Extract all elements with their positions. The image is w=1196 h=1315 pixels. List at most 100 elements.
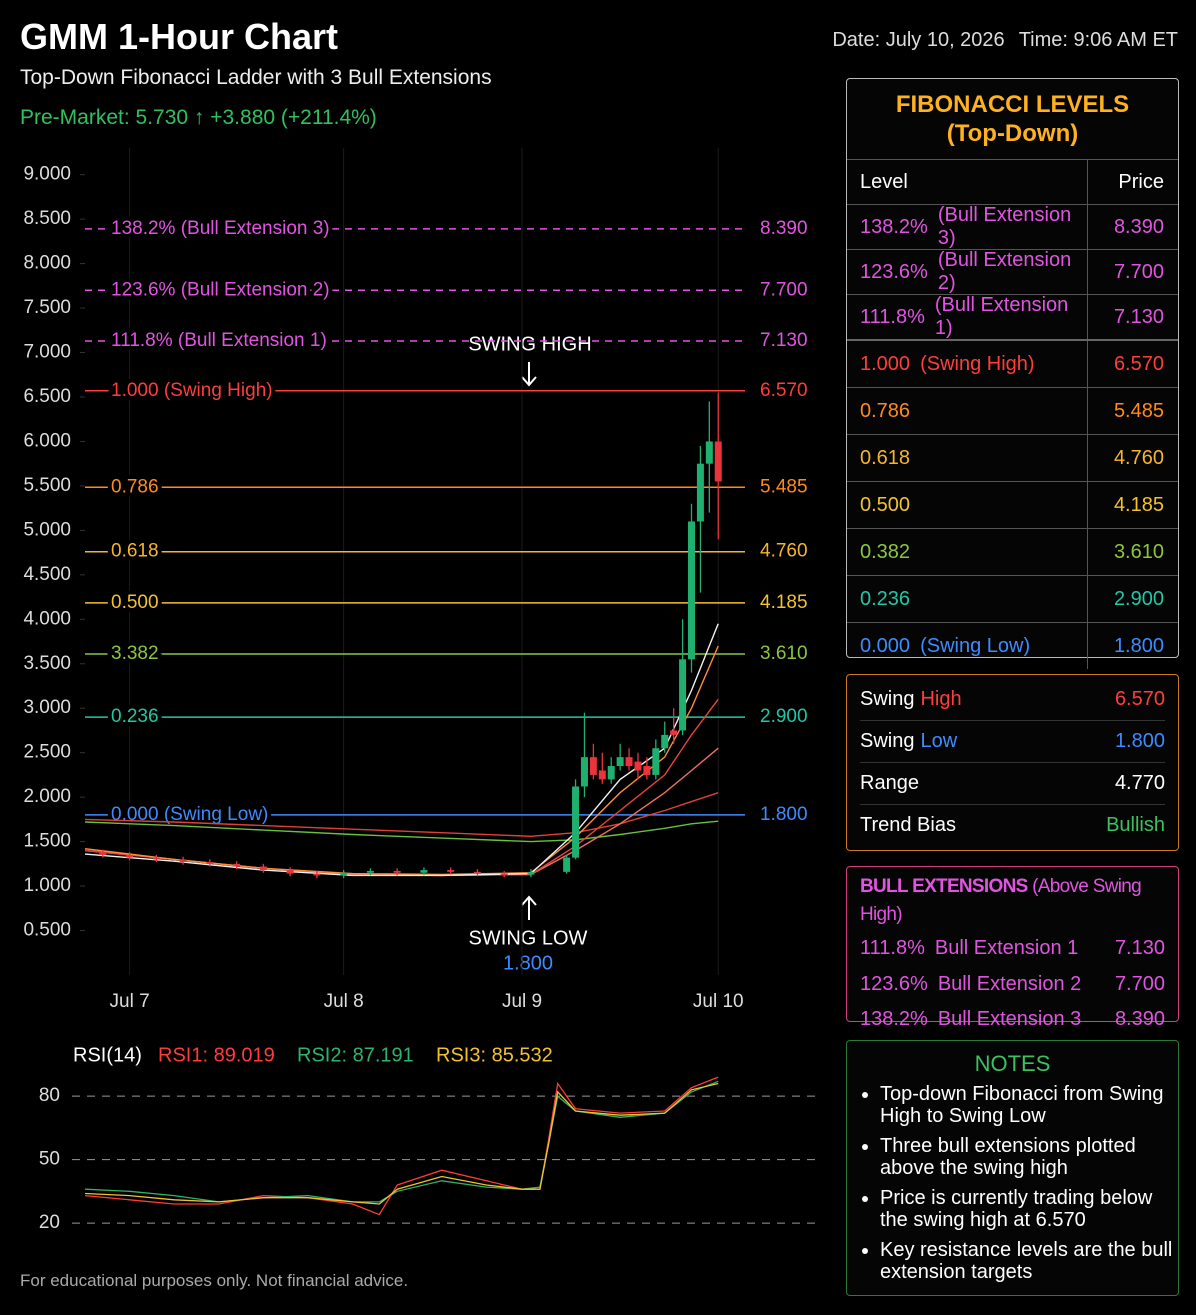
fib-level-price: 7.130 (760, 330, 808, 351)
fib-level: 111.8% (860, 305, 925, 328)
y-tick-label: 7.500 (23, 297, 71, 318)
fib-row: 111.8% (Bull Extension 1) 7.130 (847, 294, 1178, 339)
candle-body (527, 871, 535, 875)
y-tick-label: 3.500 (23, 653, 71, 674)
fib-price: 1.800 (1113, 634, 1164, 657)
date: Date: July 10, 2026 (832, 29, 1005, 51)
candle-body (661, 734, 669, 749)
fib-level-cell: 0.618 (847, 435, 1088, 481)
fib-header: FIBONACCI LEVELS (Top-Down) (847, 79, 1178, 159)
col-level: Level (847, 160, 1088, 204)
fib-rows: 138.2% (Bull Extension 3) 8.390 123.6% (Bull… (847, 204, 1178, 669)
fib-level: 0.382 (860, 540, 911, 563)
fib-level-name: 0.500 (111, 592, 159, 613)
arrow-head (521, 376, 537, 387)
moving-average (84, 623, 719, 877)
fib-level-cell: 123.6% (Bull Extension 2) (847, 249, 1088, 294)
fib-label: (Swing Low) (920, 634, 1031, 657)
fib-subtitle: (Top-Down) (946, 120, 1079, 147)
candle-body (598, 770, 606, 780)
time: Time: 9:06 AM ET (1018, 29, 1178, 51)
y-tick-label: 6.500 (23, 386, 71, 407)
fib-level-name: 0.236 (111, 706, 159, 727)
candle-body (179, 859, 187, 863)
candle-body (714, 441, 722, 482)
fib-label: (Bull Extension 3) (937, 204, 1072, 249)
fib-level-cell: 0.000 (Swing Low) (847, 623, 1088, 669)
title: GMM 1-Hour Chart (20, 16, 338, 57)
extension-label-group: 111.8% Bull Extension 1 (860, 937, 1078, 960)
summary-row: Swing High 6.570 (860, 679, 1165, 721)
fib-level-name: 1.000 (Swing High) (111, 380, 273, 401)
summary-row: Trend Bias Bullish (860, 805, 1165, 846)
arrow-head (521, 895, 537, 906)
fib-level-price: 6.570 (760, 380, 808, 401)
fib-level-price: 2.900 (760, 706, 808, 727)
candle-body (393, 870, 401, 873)
summary-value: Bullish (1106, 814, 1165, 836)
extension-label: Bull Extension 3 (937, 1008, 1082, 1031)
rsi-line (84, 1082, 719, 1205)
y-tick-label: 20 (39, 1212, 60, 1233)
fib-level-price: 3.610 (760, 643, 808, 664)
summary-accent: Low (920, 730, 958, 752)
extension-label: Bull Extension 1 (934, 937, 1079, 960)
y-tick-label: 8.500 (23, 208, 71, 229)
fib-price: 3.610 (1113, 540, 1164, 563)
y-tick-label: 6.000 (23, 430, 71, 451)
fib-level-price: 5.485 (760, 476, 808, 497)
ext-subtitle: (Above Swing High) (860, 876, 1142, 925)
y-tick-label: 5.000 (23, 519, 71, 540)
fib-row: 0.500 4.185 (847, 481, 1178, 528)
candle-body (607, 766, 615, 780)
fib-level-name: 0.618 (111, 541, 159, 562)
extension-row: 111.8% Bull Extension 1 7.130 (860, 931, 1165, 967)
fib-level: 138.2% (860, 215, 928, 238)
fib-level: 0.500 (860, 493, 911, 516)
fib-price: 4.760 (1113, 446, 1164, 469)
y-tick-label: 4.000 (23, 608, 71, 629)
summary-row: Swing Low 1.800 (860, 721, 1165, 763)
candle-body (643, 766, 651, 775)
extension-label-group: 123.6% Bull Extension 2 (860, 973, 1081, 996)
candle-body (589, 757, 597, 775)
col-price: Price (1118, 170, 1164, 193)
fib-price: 7.700 (1113, 260, 1164, 283)
rsi-title: RSI(14) (73, 1044, 142, 1066)
fib-level-name: 3.382 (111, 643, 159, 664)
fib-row: 123.6% (Bull Extension 2) 7.700 (847, 249, 1178, 294)
summary-accent: High (920, 688, 962, 710)
fib-level-name: 138.2% (Bull Extension 3) (111, 218, 330, 239)
candle-body (420, 870, 428, 873)
fib-level-price: 8.390 (760, 218, 808, 239)
notes-panel: NOTES Top-down Fibonacci from Swing High… (846, 1040, 1179, 1296)
candle-body (572, 786, 580, 858)
legend-entry: RSI2: 87.191 (297, 1044, 414, 1066)
fib-price: 8.390 (1113, 215, 1164, 238)
extension-level: 111.8% (860, 937, 925, 960)
footer: For educational purposes only. Not finan… (20, 1271, 409, 1290)
y-tick-label: 2.500 (23, 742, 71, 763)
fib-level: 0.000 (860, 634, 911, 657)
moving-average (84, 820, 719, 843)
summary-label: Range (860, 772, 919, 794)
fib-price: 6.570 (1113, 352, 1164, 375)
y-tick-label: 7.000 (23, 342, 71, 363)
y-tick-label: 1.000 (23, 875, 71, 896)
note-item: Three bull extensions plotted above the … (880, 1135, 1178, 1179)
fib-level: 123.6% (860, 260, 928, 283)
candle-body (99, 852, 107, 855)
legend-entry: RSI3: 85.532 (436, 1044, 553, 1066)
fib-level-name: 123.6% (Bull Extension 2) (111, 279, 330, 300)
y-tick-label: 8.000 (23, 253, 71, 274)
fib-level-price: 4.760 (760, 541, 808, 562)
fib-level-name: 111.8% (Bull Extension 1) (111, 330, 327, 351)
fib-row: 138.2% (Bull Extension 3) 8.390 (847, 204, 1178, 249)
moving-average (84, 792, 719, 838)
fib-price: 7.130 (1113, 305, 1164, 328)
subtitle: Top-Down Fibonacci Ladder with 3 Bull Ex… (20, 66, 492, 89)
fib-level-cell: 0.500 (847, 482, 1088, 528)
candle-body (340, 872, 348, 876)
summary-label-group: Swing High (860, 688, 962, 711)
fib-price: 4.185 (1113, 493, 1164, 516)
